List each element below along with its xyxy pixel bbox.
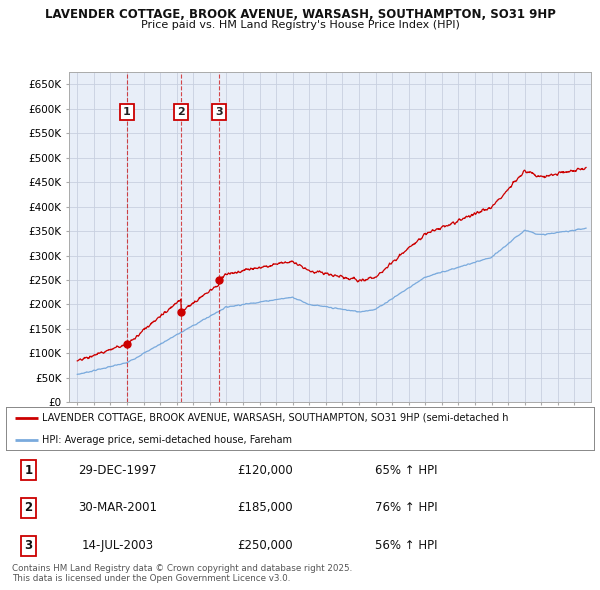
Text: 30-MAR-2001: 30-MAR-2001 (78, 502, 157, 514)
Text: 3: 3 (24, 539, 32, 552)
Text: 14-JUL-2003: 14-JUL-2003 (82, 539, 154, 552)
Text: 29-DEC-1997: 29-DEC-1997 (79, 464, 157, 477)
Text: 56% ↑ HPI: 56% ↑ HPI (374, 539, 437, 552)
Text: HPI: Average price, semi-detached house, Fareham: HPI: Average price, semi-detached house,… (43, 435, 292, 445)
Text: 65% ↑ HPI: 65% ↑ HPI (374, 464, 437, 477)
Text: LAVENDER COTTAGE, BROOK AVENUE, WARSASH, SOUTHAMPTON, SO31 9HP (semi-detached h: LAVENDER COTTAGE, BROOK AVENUE, WARSASH,… (43, 413, 509, 422)
Text: 76% ↑ HPI: 76% ↑ HPI (374, 502, 437, 514)
Text: 1: 1 (123, 107, 131, 117)
Text: 3: 3 (215, 107, 223, 117)
Text: 2: 2 (24, 502, 32, 514)
Text: Price paid vs. HM Land Registry's House Price Index (HPI): Price paid vs. HM Land Registry's House … (140, 20, 460, 30)
Text: 1: 1 (24, 464, 32, 477)
Text: LAVENDER COTTAGE, BROOK AVENUE, WARSASH, SOUTHAMPTON, SO31 9HP: LAVENDER COTTAGE, BROOK AVENUE, WARSASH,… (44, 8, 556, 21)
Text: 2: 2 (177, 107, 185, 117)
Text: £185,000: £185,000 (237, 502, 293, 514)
Text: Contains HM Land Registry data © Crown copyright and database right 2025.
This d: Contains HM Land Registry data © Crown c… (12, 564, 352, 584)
Text: £120,000: £120,000 (237, 464, 293, 477)
Text: £250,000: £250,000 (237, 539, 293, 552)
